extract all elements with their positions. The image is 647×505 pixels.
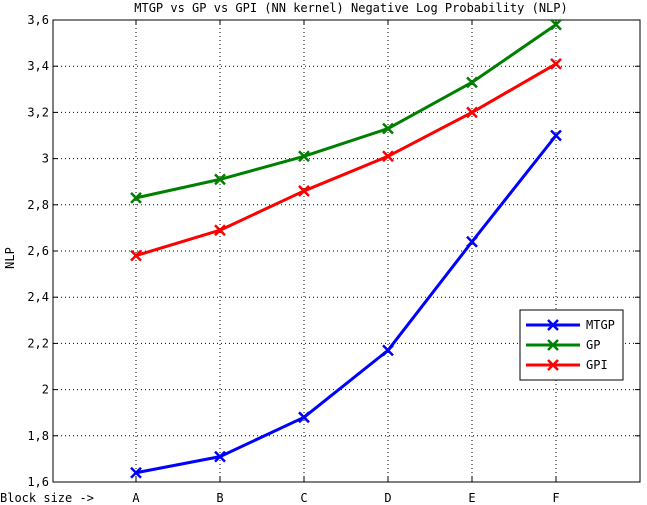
y-tick-label: 2,2	[27, 336, 49, 350]
data-point-mtgp	[298, 411, 310, 424]
chart-title: MTGP vs GP vs GPI (NN kernel) Negative L…	[134, 1, 567, 15]
data-point-gpi	[550, 58, 562, 70]
series-line-gpi	[135, 62, 557, 258]
data-point-gp	[382, 122, 394, 135]
data-point-gp	[214, 173, 226, 186]
data-point-mtgp	[466, 235, 478, 248]
data-point-gpi	[466, 106, 478, 119]
data-point-gpi	[298, 185, 310, 197]
y-tick-label: 2	[42, 383, 49, 397]
series-group	[130, 18, 562, 479]
legend-marker-gpi	[547, 359, 559, 371]
y-tick-label: 2,6	[27, 244, 49, 258]
grid-lines	[53, 20, 640, 482]
y-tick-label: 2,8	[27, 198, 49, 212]
data-point-mtgp	[550, 129, 562, 142]
y-tick-label: 1,6	[27, 475, 49, 489]
data-point-mtgp	[214, 450, 226, 463]
data-point-gp	[550, 18, 562, 31]
data-point-gp	[466, 76, 478, 89]
y-tick-label: 1,8	[27, 429, 49, 443]
x-tick-label: C	[300, 491, 307, 505]
x-tick-label: B	[216, 491, 223, 505]
legend-marker-mtgp	[547, 319, 559, 331]
series-line-gp	[135, 23, 557, 200]
legend-label-gpi: GPI	[586, 358, 608, 372]
legend-label-gp: GP	[586, 338, 600, 352]
data-point-gpi	[214, 224, 226, 237]
data-point-gpi	[130, 249, 142, 262]
x-ticks: A B C D E F	[132, 20, 560, 505]
y-tick-label: 3,6	[27, 13, 49, 27]
x-tick-label: D	[384, 491, 391, 505]
data-point-mtgp	[130, 466, 142, 479]
x-tick-label: F	[552, 491, 559, 505]
series-line-mtgp	[135, 134, 558, 475]
legend-marker-gp	[547, 339, 559, 351]
x-tick-label: E	[468, 491, 475, 505]
y-tick-label: 3	[42, 152, 49, 166]
data-point-gp	[298, 150, 310, 163]
y-tick-label: 3,2	[27, 105, 49, 119]
data-point-gp	[130, 191, 142, 204]
x-tick-label: A	[132, 491, 140, 505]
y-tick-label: 3,4	[27, 59, 49, 73]
y-ticks: 1,6 1,8 2 2,2 2,4 2,6 2,8 3 3,2 3,4 3,6	[27, 13, 640, 489]
x-axis-label: Block size ->	[0, 491, 94, 505]
y-axis-label: NLP	[3, 247, 17, 269]
legend-label-mtgp: MTGP	[586, 318, 615, 332]
y-tick-label: 2,4	[27, 290, 49, 304]
legend: MTGP GP GPI	[519, 309, 624, 381]
data-point-gpi	[382, 150, 394, 163]
data-point-mtgp	[382, 344, 394, 357]
